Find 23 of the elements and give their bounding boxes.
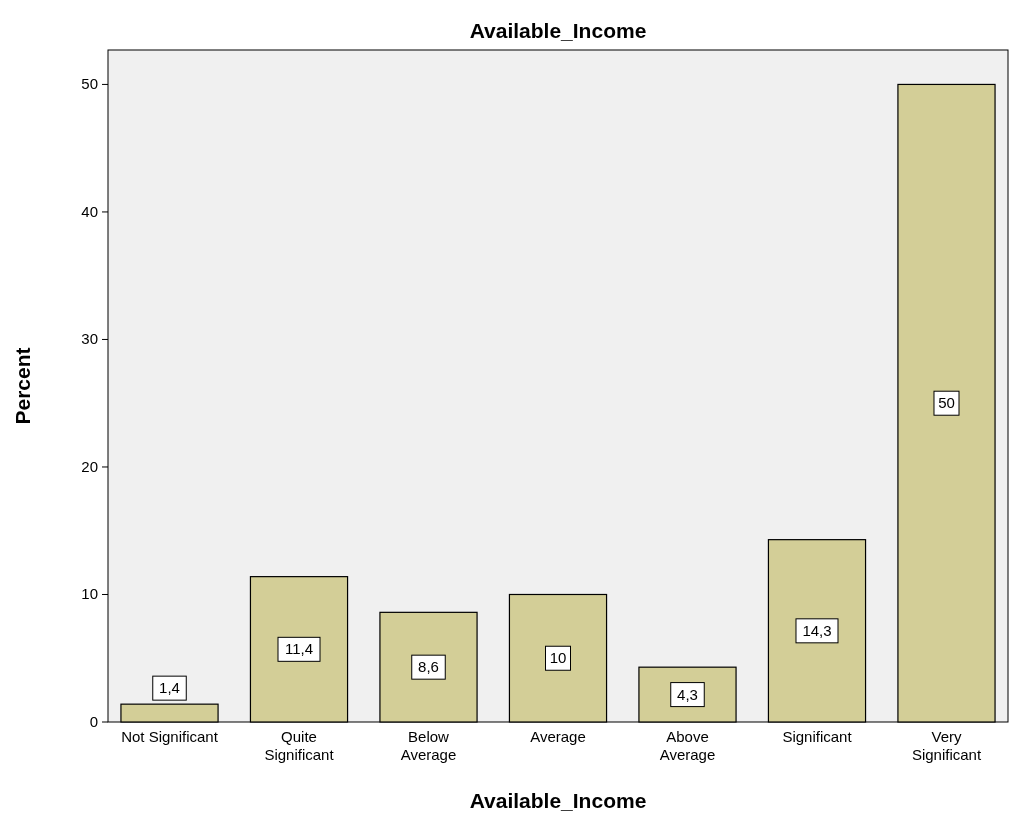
y-tick-label: 40 bbox=[81, 202, 98, 220]
x-tick-label: Significant bbox=[782, 728, 853, 745]
data-label: 4,3 bbox=[677, 685, 698, 703]
data-label: 1,4 bbox=[159, 679, 180, 697]
chart-title: Available_Income bbox=[469, 19, 647, 42]
data-label: 11,4 bbox=[284, 640, 314, 658]
x-tick-label: Very Significant bbox=[911, 728, 982, 763]
x-tick-label: Below Average bbox=[400, 728, 457, 763]
data-label: 8,6 bbox=[418, 658, 439, 676]
y-tick-label: 30 bbox=[81, 330, 98, 348]
data-label: 10 bbox=[549, 649, 567, 667]
y-tick-label: 10 bbox=[81, 585, 98, 603]
y-tick-label: 20 bbox=[81, 457, 98, 475]
x-tick-label: Not Significant bbox=[121, 728, 219, 745]
y-tick-label: 50 bbox=[81, 75, 98, 93]
y-axis-title: Percent bbox=[11, 347, 34, 425]
data-label: 14,3 bbox=[802, 621, 832, 639]
y-tick-label: 0 bbox=[89, 713, 98, 730]
data-label: 50 bbox=[938, 394, 955, 412]
x-tick-label: Quite Significant bbox=[264, 728, 335, 763]
x-tick-label: Average bbox=[530, 728, 586, 745]
x-tick-label: Above Average bbox=[659, 728, 716, 763]
x-axis-title: Available_Income bbox=[469, 789, 647, 812]
